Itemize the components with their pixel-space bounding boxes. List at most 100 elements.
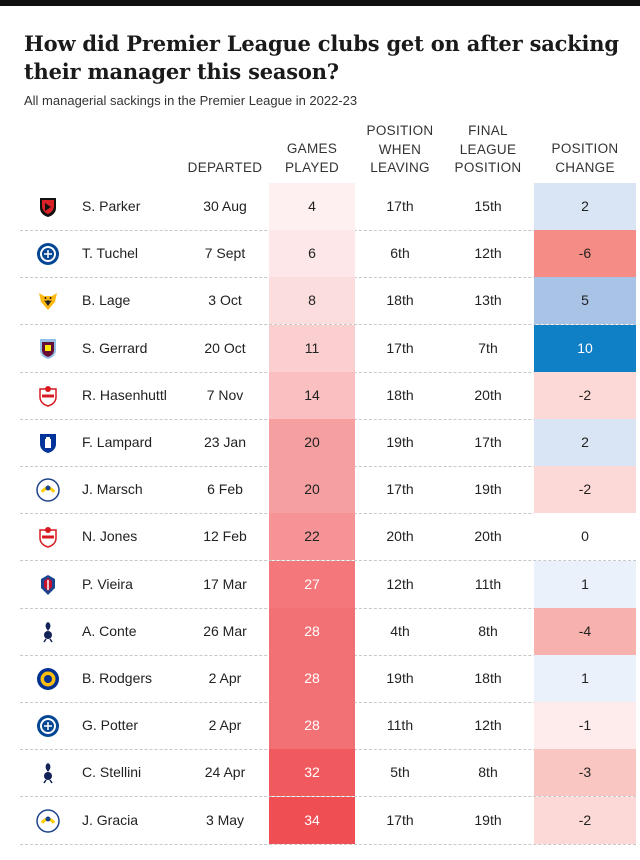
final-position-cell: 19th [474, 481, 502, 498]
header-final-line-1: FINAL [468, 123, 508, 138]
table-row: P. Vieira 17 Mar 27 12th 11th 1 [20, 560, 636, 609]
final-position-cell: 8th [478, 764, 498, 781]
table-row: C. Stellini 24 Apr 32 5th 8th -3 [20, 749, 636, 798]
games-played-cell: 32 [269, 749, 355, 797]
manager-name: A. Conte [82, 622, 137, 639]
departed-cell: 7 Sept [204, 245, 246, 262]
position-leaving-cell: 19th [386, 670, 414, 686]
departed-cell: 20 Oct [204, 339, 246, 356]
position-change-cell: 2 [534, 183, 636, 230]
manager-name: T. Tuchel [82, 245, 139, 262]
final-position-cell: 7th [478, 339, 498, 356]
header-final-line-2: LEAGUE [459, 141, 517, 157]
position-change-cell: -6 [534, 230, 636, 278]
games-played-cell: 4 [269, 183, 355, 230]
header-change-line-1: POSITION [551, 141, 619, 156]
departed-cell: 23 Jan [203, 434, 247, 450]
position-change-cell: 1 [534, 560, 636, 608]
position-leaving-cell: 17th [386, 811, 414, 828]
games-played-cell: 20 [269, 466, 355, 514]
position-change-cell: 5 [534, 277, 636, 325]
table-row: A. Conte 26 Mar 28 4th 8th -4 [20, 607, 636, 656]
table-row: J. Gracia 3 May 34 17th 19th -2 [20, 796, 636, 845]
manager-name: G. Potter [82, 717, 139, 734]
manager-name: C. Stellini [82, 764, 142, 781]
final-position-cell: 12th [474, 717, 502, 734]
table-row: F. Lampard 23 Jan 20 19th 17th 2 [20, 419, 636, 467]
manager-name: R. Hasenhuttl [82, 386, 167, 403]
southampton-crest-icon [36, 384, 60, 408]
games-played-cell: 28 [269, 702, 355, 750]
final-position-cell: 18th [474, 670, 502, 686]
manager-name: P. Vieira [82, 575, 133, 592]
position-leaving-cell: 11th [386, 717, 414, 734]
chelsea-crest-icon [36, 242, 60, 266]
header-departed: DEPARTED [180, 159, 270, 178]
final-position-cell: 20th [474, 386, 502, 403]
departed-cell: 7 Nov [206, 386, 244, 403]
header-leaving-line-3: LEAVING [370, 160, 430, 175]
manager-name: B. Lage [82, 292, 131, 309]
header-leaving-line-1: POSITION [366, 123, 434, 138]
header-games-line-1: GAMES [286, 141, 338, 156]
manager-name: B. Rodgers [82, 670, 153, 686]
position-leaving-cell: 18th [386, 292, 414, 309]
tottenham-crest-icon [36, 620, 60, 644]
table-row: G. Potter 2 Apr 28 11th 12th -1 [20, 702, 636, 751]
leeds-crest-icon [36, 478, 60, 502]
departed-cell: 3 Oct [208, 292, 242, 309]
games-played-cell: 28 [269, 655, 355, 702]
chart-title: How did Premier League clubs get on afte… [24, 31, 619, 84]
aston-villa-crest-icon [36, 337, 60, 361]
final-position-cell: 12th [474, 245, 502, 262]
games-played-cell: 11 [269, 324, 355, 372]
departed-cell: 3 May [205, 811, 245, 828]
position-change-cell: -2 [534, 466, 636, 514]
position-leaving-cell: 12th [386, 575, 414, 592]
position-leaving-cell: 5th [390, 764, 410, 781]
position-leaving-cell: 19th [386, 434, 414, 450]
final-position-cell: 13th [474, 292, 502, 309]
chart-subtitle: All managerial sackings in the Premier L… [24, 93, 358, 108]
manager-name: J. Gracia [82, 811, 139, 828]
header-games-played: GAMES PLAYED [269, 140, 355, 177]
final-position-cell: 17th [474, 434, 502, 450]
tottenham-crest-icon [36, 761, 60, 785]
position-change-cell: -3 [534, 749, 636, 797]
position-leaving-cell: 18th [386, 386, 414, 403]
departed-cell: 2 Apr [208, 670, 242, 686]
position-change-cell: -4 [534, 607, 636, 655]
header-position-change: POSITION CHANGE [534, 140, 636, 177]
departed-cell: 2 Apr [208, 717, 242, 734]
games-played-cell: 6 [269, 230, 355, 278]
table-row: S. Gerrard 20 Oct 11 17th 7th 10 [20, 324, 636, 373]
leeds-crest-icon [36, 808, 60, 833]
games-played-cell: 28 [269, 607, 355, 655]
header-position-leaving: POSITION WHEN LEAVING [355, 122, 445, 178]
table-row: R. Hasenhuttl 7 Nov 14 18th 20th -2 [20, 371, 636, 420]
final-position-cell: 20th [474, 528, 502, 545]
header-departed-line: DEPARTED [187, 160, 263, 175]
position-change-cell: -2 [534, 796, 636, 844]
table-row: J. Marsch 6 Feb 20 17th 19th -2 [20, 466, 636, 515]
games-played-cell: 8 [269, 277, 355, 325]
table-row: T. Tuchel 7 Sept 6 6th 12th -6 [20, 230, 636, 279]
position-leaving-cell: 4th [390, 622, 410, 639]
position-leaving-cell: 6th [390, 245, 410, 262]
bournemouth-crest-icon [36, 195, 60, 219]
games-played-cell: 27 [269, 560, 355, 608]
header-final-line-3: POSITION [454, 160, 522, 175]
table-row: B. Rodgers 2 Apr 28 19th 18th 1 [20, 655, 636, 703]
position-leaving-cell: 17th [386, 198, 414, 214]
departed-cell: 26 Mar [203, 622, 247, 639]
header-leaving-line-2: WHEN [378, 141, 422, 157]
table-row: B. Lage 3 Oct 8 18th 13th 5 [20, 277, 636, 326]
position-change-cell: 1 [534, 655, 636, 702]
final-position-cell: 8th [478, 622, 498, 639]
departed-cell: 30 Aug [203, 198, 247, 214]
position-change-cell: -2 [534, 371, 636, 419]
leicester-crest-icon [36, 667, 60, 691]
position-change-cell: 0 [534, 513, 636, 561]
manager-name: F. Lampard [82, 434, 153, 450]
games-played-cell: 34 [269, 796, 355, 844]
